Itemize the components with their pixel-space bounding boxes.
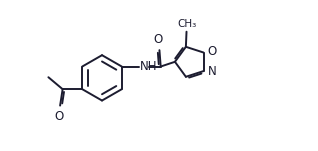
Text: O: O bbox=[54, 110, 64, 123]
Text: NH: NH bbox=[140, 60, 157, 73]
Text: CH₃: CH₃ bbox=[177, 19, 196, 29]
Text: O: O bbox=[208, 45, 217, 58]
Text: N: N bbox=[208, 65, 217, 78]
Text: O: O bbox=[154, 33, 163, 46]
